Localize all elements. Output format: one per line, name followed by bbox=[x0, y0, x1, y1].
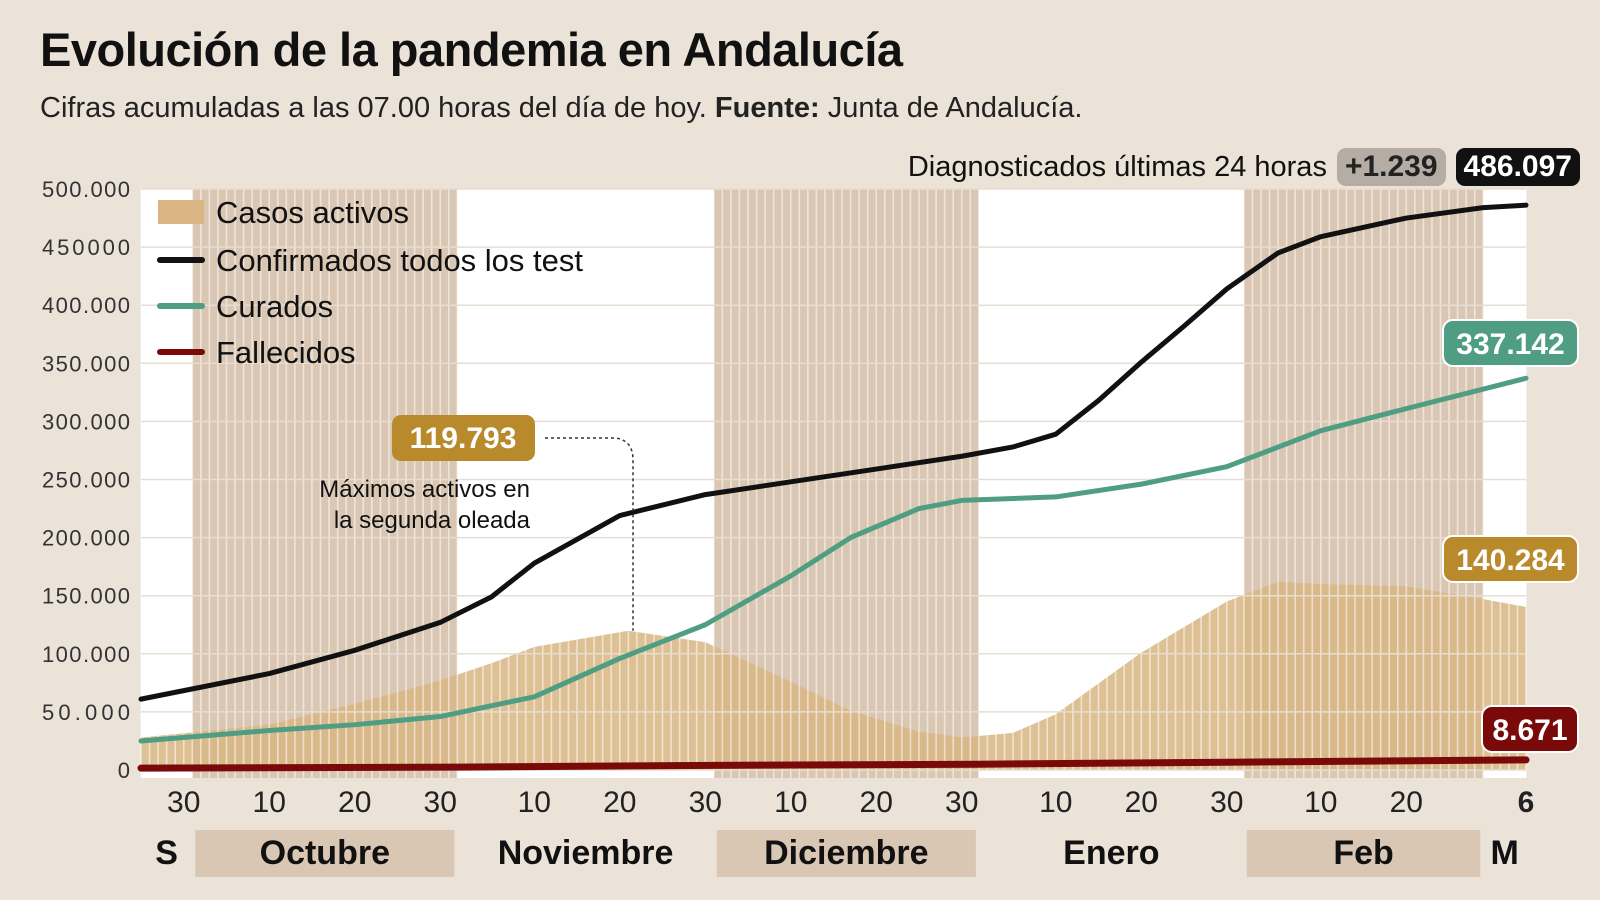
legend-fallecidos-label: Fallecidos bbox=[216, 335, 356, 370]
daily-diagnosed: Diagnosticados últimas 24 horas +1.239 4… bbox=[908, 148, 1580, 186]
x-tick-label: 10 bbox=[774, 786, 807, 819]
y-tick-label: 250.000 bbox=[42, 468, 130, 493]
daily-diagnosed-label: Diagnosticados últimas 24 horas bbox=[907, 150, 1327, 183]
month-label-band bbox=[195, 830, 455, 877]
subtitle-text: Cifras acumuladas a las 07.00 horas del … bbox=[40, 92, 707, 124]
y-tick-label: 450000 bbox=[42, 235, 130, 260]
y-tick-label: 100.000 bbox=[42, 642, 130, 667]
x-tick-label: 6 bbox=[1518, 786, 1535, 819]
month-label-band bbox=[1246, 830, 1481, 877]
fallecidos-line bbox=[137, 756, 1530, 772]
x-tick-label: 10 bbox=[1039, 786, 1072, 819]
month-label: Feb bbox=[1333, 834, 1393, 872]
confirmados-line bbox=[138, 202, 1529, 702]
legend-activos-swatch bbox=[158, 200, 204, 224]
x-tick-label: 30 bbox=[689, 786, 722, 819]
x-tick-label: 30 bbox=[945, 786, 978, 819]
y-tick-label: 300.000 bbox=[42, 409, 130, 434]
month-label: Noviembre bbox=[498, 834, 674, 872]
x-tick-label: 20 bbox=[603, 786, 636, 819]
activos-end-badge bbox=[1442, 535, 1579, 583]
legend-curados-label: Curados bbox=[216, 289, 333, 324]
peak-badge bbox=[392, 415, 535, 461]
curados-end-badge bbox=[1442, 319, 1579, 367]
legend-confirmados-label: Confirmados todos los test bbox=[216, 243, 583, 278]
x-tick-label: 30 bbox=[167, 786, 200, 819]
activos-area bbox=[141, 581, 1526, 770]
x-tick-label: 30 bbox=[1210, 786, 1243, 819]
x-tick-label: 20 bbox=[1125, 786, 1158, 819]
y-tick-label: 400.000 bbox=[42, 293, 130, 318]
x-tick-label: 20 bbox=[860, 786, 893, 819]
total-confirmed-badge: 486.097 bbox=[1455, 148, 1580, 186]
chart-subtitle: Cifras acumuladas a las 07.00 horas del … bbox=[40, 92, 1082, 125]
y-tick-label: 500.000 bbox=[42, 177, 130, 202]
x-tick-label: 10 bbox=[1304, 786, 1337, 819]
y-tick-label: 50.000 bbox=[42, 700, 130, 725]
y-tick-label: 0 bbox=[118, 758, 130, 783]
y-tick-label: 150.000 bbox=[42, 584, 130, 609]
x-tick-label: 30 bbox=[424, 786, 457, 819]
source-text: Junta de Andalucía. bbox=[827, 92, 1083, 124]
month-label: Enero bbox=[1063, 834, 1159, 872]
x-tick-label: 20 bbox=[1390, 786, 1423, 819]
y-tick-label: 200.000 bbox=[42, 526, 130, 551]
chart-title: Evolución de la pandemia en Andalucía bbox=[40, 23, 903, 76]
curados-end-value: 337.142 bbox=[1456, 328, 1564, 361]
curados-line bbox=[138, 375, 1529, 744]
activos-end-value: 140.284 bbox=[1456, 544, 1565, 577]
annotation-text-1: Máximos activos en bbox=[319, 476, 530, 503]
month-label: M bbox=[1490, 834, 1518, 872]
legend-activos-label: Casos activos bbox=[216, 195, 409, 230]
month-label-band bbox=[716, 830, 976, 877]
daily-delta-badge: +1.239 bbox=[1336, 148, 1446, 186]
fallecidos-end-value: 8.671 bbox=[1492, 714, 1567, 747]
y-tick-label: 350.000 bbox=[42, 351, 130, 376]
x-tick-label: 10 bbox=[253, 786, 286, 819]
month-label: Diciembre bbox=[764, 834, 928, 872]
month-label: Octubre bbox=[260, 834, 390, 872]
x-tick-label: 20 bbox=[338, 786, 371, 819]
peak-value: 119.793 bbox=[410, 422, 517, 455]
peak-leader-line bbox=[545, 437, 634, 631]
x-tick-label: 10 bbox=[518, 786, 551, 819]
month-label: S bbox=[155, 834, 178, 872]
fallecidos-end-badge bbox=[1481, 705, 1579, 753]
source-label: Fuente: bbox=[714, 92, 820, 124]
annotation-text-2: la segunda oleada bbox=[334, 507, 531, 534]
